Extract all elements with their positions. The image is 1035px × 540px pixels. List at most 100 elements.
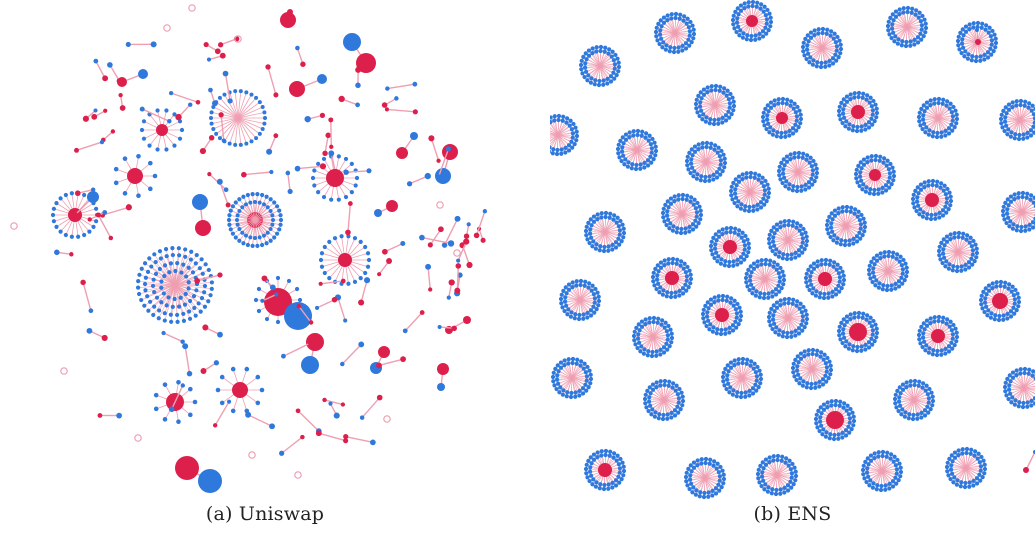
ens-cluster (631, 315, 675, 359)
node (218, 112, 224, 118)
node (428, 287, 433, 292)
leaf-node (833, 40, 838, 45)
self-loop (163, 24, 171, 32)
leaf-node (755, 263, 760, 269)
leaf-node (717, 88, 722, 93)
edge (550, 117, 559, 136)
leaf-node (779, 286, 784, 291)
edge (714, 104, 734, 107)
leaf-node (746, 245, 752, 251)
leaf-node (263, 116, 267, 120)
leaf-node (805, 43, 810, 48)
leaf-node (558, 296, 564, 302)
leaf-node (159, 300, 164, 305)
leaf-node (887, 171, 893, 176)
leaf-node (277, 227, 282, 232)
leaf-node (954, 339, 959, 344)
leaf-node (687, 43, 692, 48)
leaf-node (784, 256, 790, 262)
edge (919, 116, 939, 119)
leaf-node (940, 101, 945, 106)
leaf-node (727, 105, 732, 110)
node-pair (446, 279, 455, 300)
leaf-node (573, 312, 578, 317)
leaf-node (723, 118, 729, 123)
leaf-node (556, 381, 561, 386)
edge (939, 250, 959, 253)
edge (579, 299, 588, 318)
leaf-node (662, 325, 667, 330)
leaf-node (766, 109, 771, 114)
leaf-node (893, 14, 899, 19)
leaf-node (794, 118, 799, 123)
leaf-node (603, 45, 608, 50)
leaf-node (804, 321, 809, 326)
leaf-node (157, 308, 162, 313)
leaf-node (801, 304, 806, 310)
leaf-node (815, 263, 820, 269)
node (343, 318, 348, 323)
leaf-node (778, 134, 784, 140)
leaf-node (912, 42, 917, 47)
ens-cluster (550, 356, 594, 400)
leaf-node (874, 278, 879, 283)
leaf-node (753, 171, 758, 176)
leaf-node (791, 370, 796, 375)
leaf-node (665, 13, 670, 18)
leaf-node (828, 258, 833, 263)
leaf-node (714, 238, 719, 243)
leaf-node (786, 300, 791, 306)
leaf-node (762, 202, 767, 207)
edge (667, 15, 676, 34)
node (328, 117, 334, 123)
leaf-node (945, 186, 950, 192)
leaf-node (1026, 105, 1031, 110)
leaf-node (150, 283, 156, 289)
node-pair (74, 139, 105, 153)
leaf-node (651, 319, 656, 325)
node-pair (266, 133, 279, 155)
leaf-node (738, 255, 744, 260)
leaf-node (1031, 124, 1035, 129)
node (456, 258, 461, 263)
leaf-node (139, 127, 145, 133)
leaf-node (684, 278, 689, 283)
leaf-node (193, 261, 198, 266)
edge (764, 278, 773, 297)
leaf-node (723, 327, 728, 332)
leaf-node (209, 110, 214, 115)
leaf-node (725, 363, 730, 368)
leaf-node (676, 49, 681, 54)
node (99, 139, 105, 145)
node (86, 327, 93, 334)
leaf-node (796, 248, 802, 253)
node (214, 48, 221, 55)
leaf-node (943, 346, 948, 352)
leaf-node (769, 228, 774, 233)
leaf-node (701, 307, 706, 312)
leaf-node (857, 183, 862, 189)
leaf-node (584, 374, 590, 379)
node-pair (384, 107, 418, 115)
leaf-node (832, 31, 837, 36)
leaf-node (706, 306, 711, 311)
leaf-node (607, 215, 612, 220)
edge (803, 46, 823, 49)
leaf-node (650, 349, 655, 355)
node-pair (260, 292, 279, 303)
leaf-node (191, 293, 197, 299)
leaf-node (896, 37, 901, 42)
leaf-node (781, 157, 786, 162)
leaf-node (663, 47, 668, 52)
leaf-node (751, 204, 756, 209)
leaf-node (556, 117, 561, 123)
leaf-node (596, 303, 601, 308)
node (195, 99, 201, 105)
leaf-node (750, 0, 756, 5)
leaf-node (651, 157, 656, 162)
leaf-node (905, 5, 911, 11)
leaf-node (863, 342, 868, 348)
leaf-node (632, 329, 637, 334)
leaf-node (900, 267, 906, 272)
leaf-node (716, 234, 722, 239)
